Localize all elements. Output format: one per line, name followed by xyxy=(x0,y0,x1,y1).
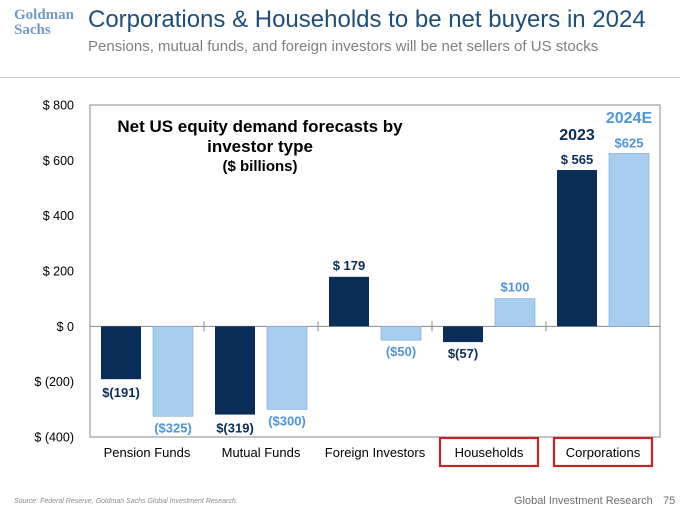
chart-title-line-2: investor type xyxy=(207,137,313,156)
bar-2024E xyxy=(380,326,422,341)
legend-2023: 2023 xyxy=(559,127,595,144)
category-label: Foreign Investors xyxy=(325,445,426,460)
page-title: Corporations & Households to be net buye… xyxy=(88,6,646,33)
y-tick-label: $ 600 xyxy=(43,154,74,168)
bar-2023 xyxy=(329,276,369,327)
highlight-box xyxy=(438,436,540,468)
footer-source: Source: Federal Reserve, Goldman Sachs G… xyxy=(14,498,238,505)
bar-2023 xyxy=(215,326,255,415)
bar-value-label: ($300) xyxy=(268,413,306,428)
y-tick-label: $ 200 xyxy=(43,265,74,279)
y-tick-label: $ (200) xyxy=(34,375,74,389)
goldman-sachs-logo: Goldman Sachs xyxy=(14,7,75,38)
header-divider xyxy=(0,77,680,78)
bar-2024E xyxy=(266,326,308,410)
bar-value-label: $(191) xyxy=(102,385,140,400)
highlight-box xyxy=(552,436,654,468)
y-tick-label: $ 800 xyxy=(43,99,74,113)
category-label: Households xyxy=(455,445,524,460)
page-number: 75 xyxy=(663,495,676,507)
bar-2024E xyxy=(608,153,650,327)
bar-value-label: $(57) xyxy=(448,346,478,361)
footer-brand: Global Investment Research xyxy=(514,495,653,507)
bar-value-label: $625 xyxy=(615,135,644,150)
y-tick-label: $ 0 xyxy=(57,320,74,334)
bar-value-label: ($50) xyxy=(386,344,416,359)
chart-subtitle: ($ billions) xyxy=(223,158,298,175)
bar-value-label: ($325) xyxy=(154,420,192,435)
y-tick-label: $ (400) xyxy=(34,431,74,445)
bar-2024E xyxy=(494,298,536,327)
bar-2023 xyxy=(101,326,141,380)
bar-value-label: $ 565 xyxy=(561,152,594,167)
legend-2024e: 2024E xyxy=(606,110,653,127)
bar-value-label: $ 179 xyxy=(333,258,366,273)
category-label: Pension Funds xyxy=(104,445,191,460)
y-tick-label: $ 400 xyxy=(43,209,74,223)
plot-frame xyxy=(89,104,661,438)
bar-value-label: $(319) xyxy=(216,421,254,436)
bar-2023 xyxy=(557,170,597,327)
bar-value-label: $100 xyxy=(501,280,530,295)
page-subtitle: Pensions, mutual funds, and foreign inve… xyxy=(88,38,599,55)
bar-2024E xyxy=(152,326,194,417)
bar-2023 xyxy=(443,326,483,343)
category-label: Corporations xyxy=(566,445,641,460)
chart-title-line-1: Net US equity demand forecasts by xyxy=(117,117,403,136)
category-label: Mutual Funds xyxy=(222,445,301,460)
